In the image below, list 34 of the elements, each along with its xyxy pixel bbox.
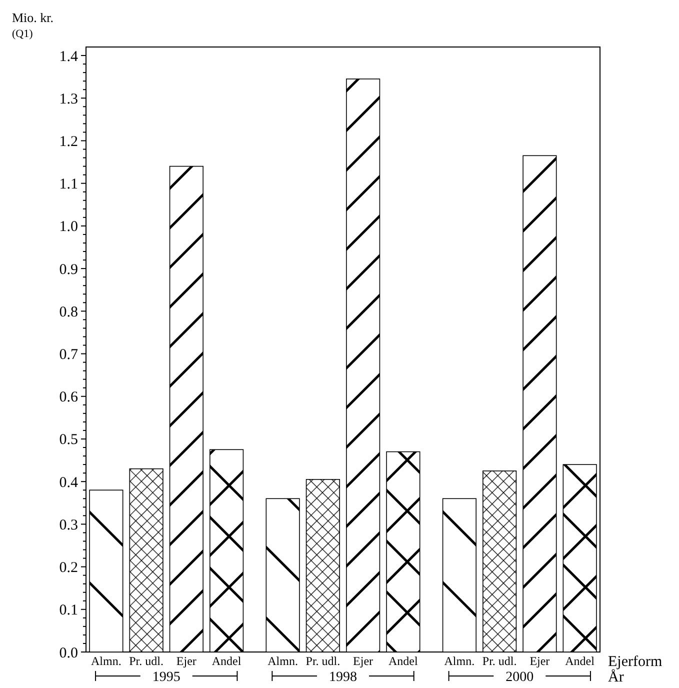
y-tick-label: 1.2 bbox=[59, 134, 78, 150]
text: Pr. udl. bbox=[482, 654, 517, 668]
y-tick-label: 0.1 bbox=[59, 602, 78, 619]
y-tick-label: 1.1 bbox=[59, 176, 78, 193]
y-tick-label: 0.6 bbox=[59, 390, 78, 406]
chart-subtitle: (Q1) bbox=[12, 28, 34, 40]
y-axis-title: Mio. kr. bbox=[12, 10, 54, 25]
y-tick-label: 0.4 bbox=[59, 474, 78, 491]
text: Andel bbox=[565, 654, 594, 668]
y-tick-label: 1.4 bbox=[59, 48, 78, 65]
x-axis-title: Ejerform bbox=[608, 654, 662, 670]
y-tick-label: 0.7 bbox=[59, 347, 78, 364]
y-tick-label: 1.0 bbox=[59, 219, 78, 236]
series-label: Almn. bbox=[91, 654, 122, 668]
series-label: Ejer bbox=[176, 654, 196, 668]
y-tick-label: 0.2 bbox=[59, 560, 78, 576]
text: Ejer bbox=[530, 654, 550, 668]
x-tick-label: 1998 bbox=[329, 670, 357, 685]
y-tick-label: 1.3 bbox=[59, 91, 78, 108]
y-tick-label: 0.3 bbox=[59, 517, 78, 534]
x-tick-label: 1995 bbox=[152, 670, 180, 685]
y-tick-label: 0.0 bbox=[59, 645, 78, 662]
text: Ejer bbox=[353, 654, 374, 668]
series-label: Pr. udl. bbox=[129, 654, 164, 668]
series-label: Andel bbox=[212, 654, 242, 668]
text: Almn. bbox=[268, 654, 298, 668]
y-tick-label: 0.8 bbox=[59, 304, 78, 320]
x-tick-label: 2000 bbox=[506, 670, 534, 685]
text: År bbox=[608, 668, 624, 686]
y-tick-label: 0.5 bbox=[59, 432, 78, 448]
text: Pr. udl. bbox=[306, 654, 340, 668]
y-tick-label: 0.9 bbox=[59, 262, 78, 278]
text: Almn. bbox=[444, 654, 475, 668]
text: Andel bbox=[388, 654, 418, 668]
